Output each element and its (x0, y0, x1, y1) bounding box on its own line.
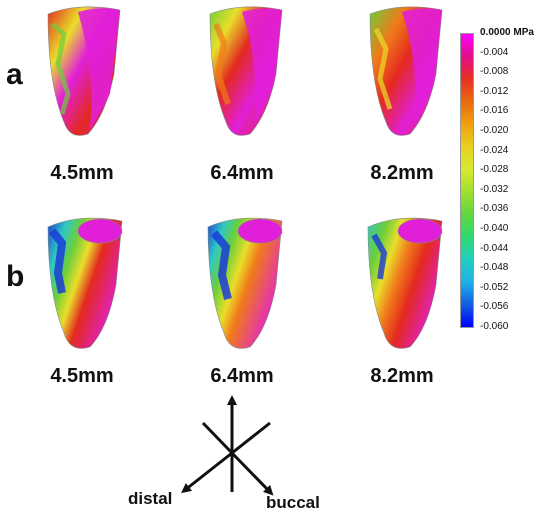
colorbar-tick-label: -0.036 (480, 203, 509, 215)
colorbar-tick-label: -0.052 (480, 281, 509, 293)
axis-nw-line (201, 421, 234, 455)
colorbar-tick-label: -0.028 (480, 164, 509, 176)
model-a-4-5mm (47, 6, 121, 136)
axis-ne-line (231, 421, 271, 455)
colorbar-tick-label: -0.012 (480, 85, 509, 97)
model-a-8-2mm (369, 6, 443, 136)
size-label-a-3: 8.2mm (370, 162, 434, 184)
colorbar-tick-label: -0.048 (480, 262, 509, 274)
colorbar-tick-label: -0.032 (480, 183, 509, 195)
colorbar-tick-label: -0.008 (480, 66, 509, 78)
panel-label-b: b (6, 260, 25, 293)
size-label-a-2: 6.4mm (210, 162, 274, 184)
model-b-4-5mm (47, 217, 123, 349)
model-a-6-4mm (209, 6, 283, 136)
distal-label: distal (128, 489, 173, 508)
colorbar-tick-label: -0.040 (480, 223, 509, 234)
buccal-label: buccal (266, 493, 320, 512)
model-b-8-2mm (367, 217, 443, 349)
axis-distal-arrow (181, 451, 233, 494)
colorbar-tick-label: -0.016 (480, 105, 509, 117)
colorbar-tick-label: -0.056 (480, 301, 509, 313)
model-b-6-4mm (207, 217, 283, 349)
colorbar-tick-label: -0.004 (480, 46, 509, 58)
colorbar-tick-label: -0.060 (480, 321, 509, 332)
size-label-b-2: 6.4mm (210, 365, 274, 387)
colorbar-top-label: 0.0000 MPa (480, 27, 534, 38)
colorbar-tick-label: -0.020 (480, 125, 509, 136)
size-label-b-1: 4.5mm (50, 365, 114, 387)
colorbar-tick-label: -0.044 (480, 242, 509, 254)
size-label-b-3: 8.2mm (370, 365, 434, 387)
colorbar (460, 33, 474, 328)
size-label-a-1: 4.5mm (50, 162, 114, 184)
colorbar-tick-label: -0.024 (480, 144, 509, 156)
panel-label-a: a (6, 58, 23, 91)
axis-buccal-arrow (230, 451, 274, 496)
